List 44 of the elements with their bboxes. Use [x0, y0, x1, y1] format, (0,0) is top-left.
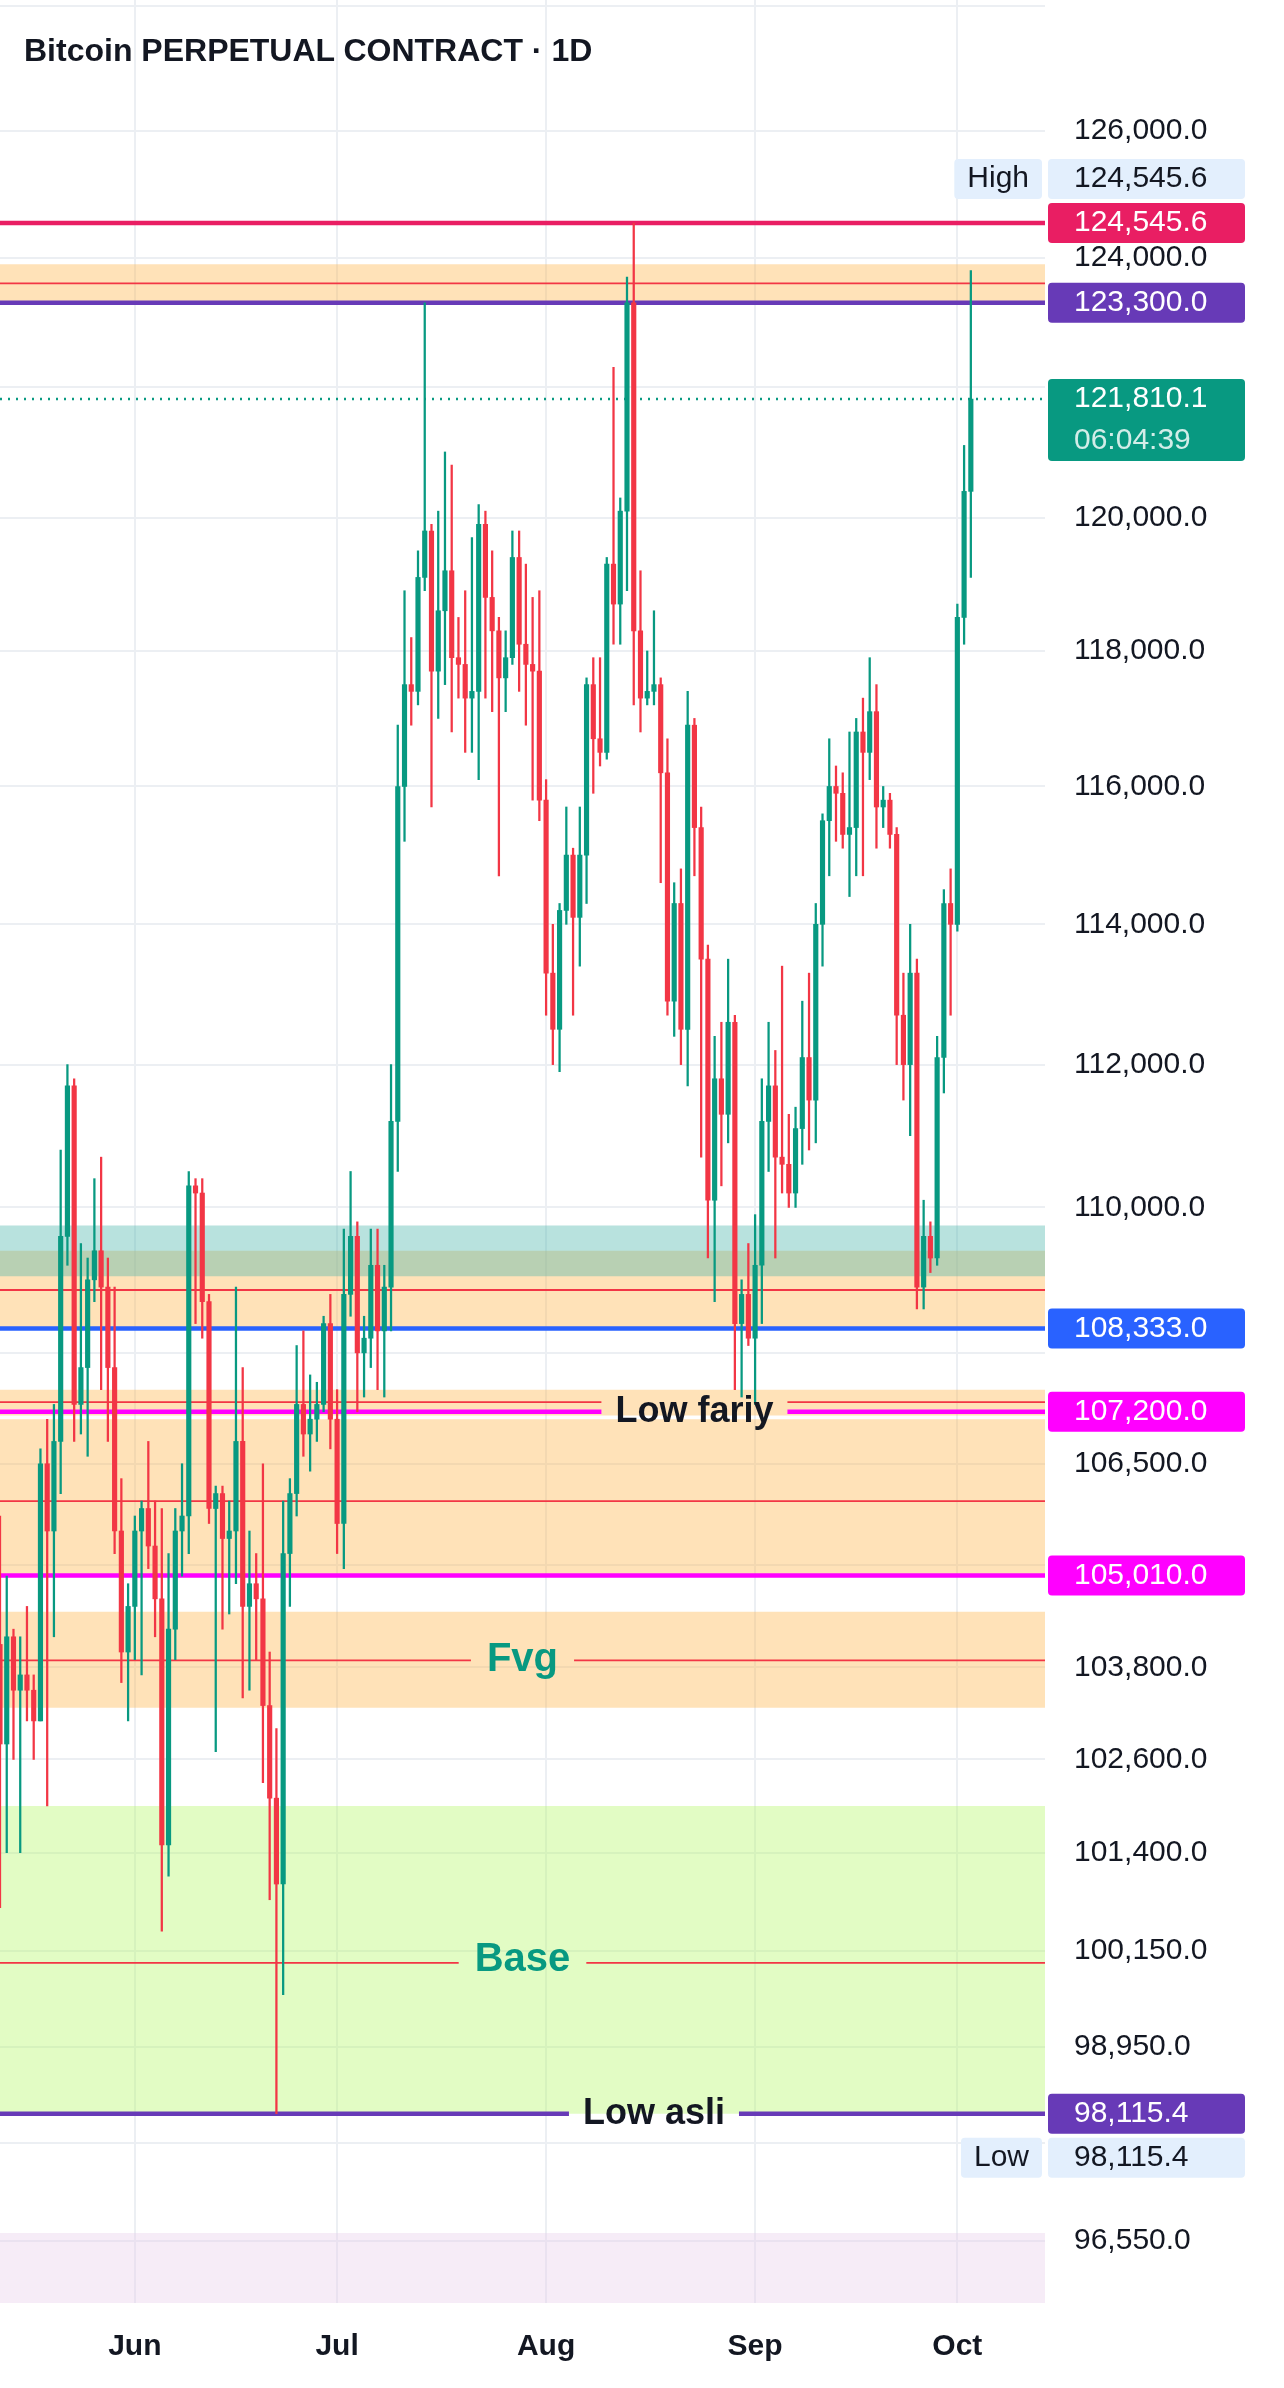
y-tick-label: 110,000.0: [1074, 1188, 1206, 1222]
y-tick-label: 102,600.0: [1074, 1740, 1208, 1774]
candlestick: [246, 1530, 253, 1691]
ref-line-label: 107,200.0: [1074, 1393, 1208, 1427]
annotation: Low asli: [582, 2090, 725, 2132]
band-label: Fvg: [486, 1634, 559, 1679]
ref-line-label: 98,115.4: [1074, 2094, 1189, 2128]
x-tick-label: Oct: [932, 2328, 983, 2362]
candlestick: [91, 1178, 97, 1302]
y-tick-label: 112,000.0: [1074, 1045, 1206, 1079]
y-tick-label: 118,000.0: [1074, 632, 1206, 666]
y-tick-label: 124,000.0: [1074, 239, 1208, 273]
y-tick-label: 106,500.0: [1074, 1445, 1208, 1478]
y-tick-label: 116,000.0: [1074, 767, 1206, 801]
x-tick-label: Jul: [315, 2328, 359, 2362]
annotation: Low fariy: [615, 1388, 774, 1430]
y-tick-label: 101,400.0: [1074, 1833, 1208, 1867]
candlestick: [846, 731, 853, 897]
y-tick-label: 96,550.0: [1074, 2222, 1191, 2256]
y-tick-label: 100,150.0: [1074, 1932, 1208, 1966]
ref-line-label: 123,300.0: [1074, 283, 1208, 317]
band-label: Base: [474, 1934, 571, 1979]
candlestick: [455, 617, 462, 699]
text: High 124,545.6: [967, 160, 1208, 194]
candlestick: [139, 1500, 145, 1676]
x-tick-label: Jun: [108, 2328, 162, 2362]
candlestick: [610, 366, 617, 645]
y-tick-label: 98,950.0: [1074, 2027, 1191, 2061]
ref-line-label: 105,010.0: [1074, 1556, 1208, 1590]
y-tick-label: 120,000.0: [1074, 499, 1208, 533]
y-tick-label: 126,000.0: [1074, 112, 1208, 146]
candlestick: [530, 597, 536, 801]
y-tick-label: 114,000.0: [1074, 905, 1206, 939]
candlestick: [718, 1021, 724, 1187]
x-tick-label: Aug: [516, 2328, 576, 2362]
text: Bitcoin PERPETUAL CONTRACT · 1D: [24, 31, 593, 68]
x-tick-label: Sep: [727, 2328, 783, 2362]
y-tick-label: 103,800.0: [1074, 1648, 1208, 1682]
ref-line-label: 108,333.0: [1074, 1309, 1208, 1343]
candlestick: [948, 868, 954, 1016]
ref-line-label: 124,545.6: [1074, 204, 1208, 238]
text: Low 98,115.4: [973, 2138, 1189, 2172]
candlestick: [766, 1021, 772, 1172]
ref-line-label: 121,810.1 06:04:39: [1074, 380, 1208, 456]
